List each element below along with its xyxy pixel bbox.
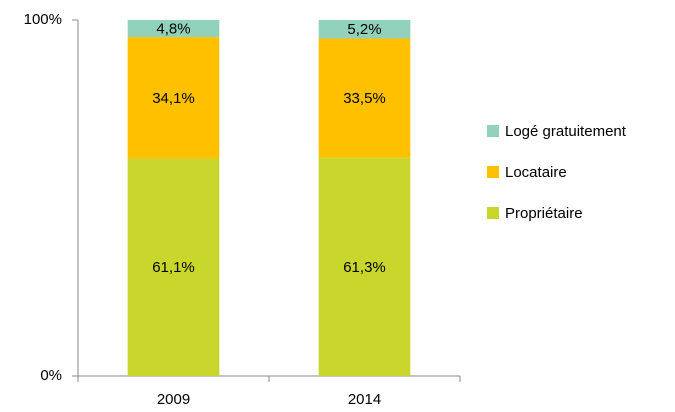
bar-segment [318, 157, 411, 376]
data-label: 34,1% [152, 90, 195, 107]
data-label: 5,2% [347, 21, 381, 38]
y-tick-label: 100% [24, 11, 62, 28]
y-tick-label: 0% [40, 367, 62, 384]
bar-segment [127, 20, 220, 38]
data-label: 61,1% [152, 259, 195, 276]
legend-swatch [487, 166, 499, 178]
bar-segment [318, 38, 411, 158]
legend-label: Locataire [505, 164, 567, 181]
legend-swatch [487, 125, 499, 137]
legend-label: Logé gratuitement [505, 123, 627, 140]
bar-segment [127, 37, 220, 159]
x-tick-label: 2009 [157, 391, 190, 408]
legend-label: Propriétaire [505, 205, 583, 222]
data-label: 61,3% [343, 259, 386, 276]
data-label: 4,8% [156, 21, 190, 38]
bar-segment [127, 158, 220, 376]
x-tick-label: 2014 [348, 391, 381, 408]
data-label: 33,5% [343, 90, 386, 107]
bar-segment [318, 20, 411, 39]
legend-swatch [487, 207, 499, 219]
